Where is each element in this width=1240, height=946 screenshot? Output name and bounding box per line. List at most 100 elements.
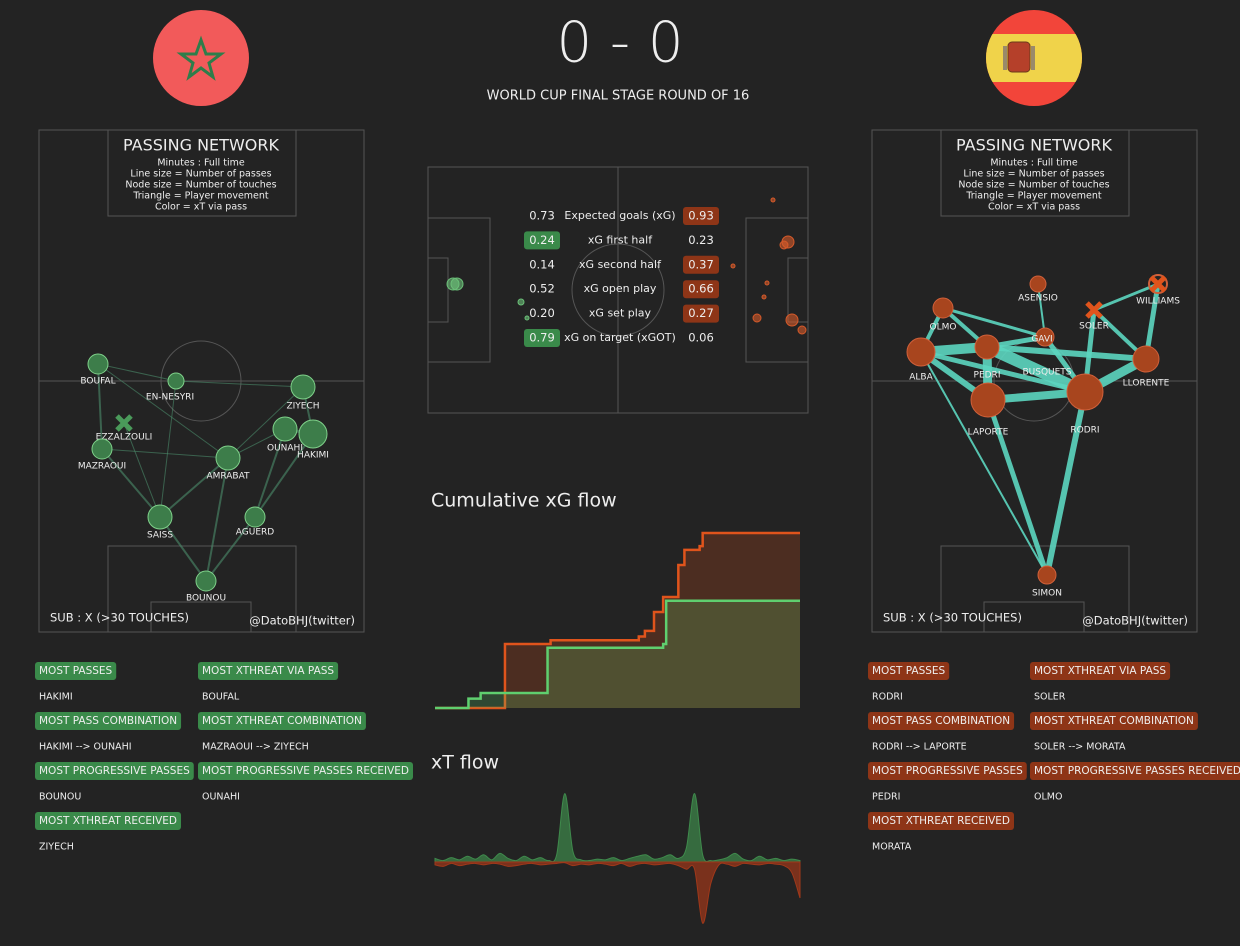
player-node: [290, 374, 316, 400]
player-node: [167, 372, 185, 390]
stat-value: 0.20: [529, 306, 555, 320]
shot-dot: [450, 277, 464, 291]
player-label: RODRI: [1070, 426, 1099, 436]
pass-edge: [159, 380, 177, 518]
award-label: MOST XTHREAT VIA PASS: [1034, 665, 1166, 677]
player-node: [974, 334, 1000, 360]
stat-value: 0.23: [688, 233, 714, 247]
player-node: [244, 506, 266, 528]
network-note: Node size = Number of touches: [958, 180, 1109, 191]
award-label: MOST XTHREAT COMBINATION: [202, 715, 362, 727]
xg-flow-title: Cumulative xG flow: [431, 490, 617, 512]
pitch-line: [160, 340, 242, 422]
player-label: SIMON: [1032, 589, 1062, 599]
player-label: ASENSIO: [1018, 294, 1058, 304]
stat-value: 0.79: [529, 331, 555, 345]
stat-highlight: [683, 304, 719, 323]
stat-label: xG open play: [584, 282, 657, 295]
pass-edge: [205, 457, 229, 582]
pitch-line: [150, 601, 252, 633]
network-note: Minutes : Full time: [157, 158, 245, 169]
network-note: Node size = Number of touches: [125, 180, 276, 191]
shot-dot: [797, 325, 807, 335]
award-label: MOST PROGRESSIVE PASSES RECEIVED: [1034, 765, 1240, 777]
player-node: [906, 337, 936, 367]
pass-edge: [1044, 391, 1088, 576]
xt-area: [434, 793, 801, 863]
xg-line: [435, 599, 800, 710]
player-label: ZIYECH: [286, 402, 319, 412]
award-badge: [868, 762, 1027, 780]
credit: @DatoBHJ(twitter): [1082, 614, 1188, 628]
player-label: OLMO: [930, 323, 957, 333]
pass-edge: [227, 386, 304, 459]
pass-edge: [97, 363, 103, 450]
player-node: [1037, 565, 1057, 585]
pass-edge: [123, 422, 161, 518]
award-value: BOUNOU: [39, 792, 81, 803]
award-badge: [35, 712, 182, 730]
shot-dot: [752, 313, 762, 323]
award-value: MORATA: [872, 842, 912, 853]
xt-area: [434, 861, 801, 924]
player-label: BUSQUETS: [1022, 368, 1071, 378]
player-cross: [1085, 301, 1103, 319]
award-label: MOST PASSES: [872, 665, 946, 677]
network-note: Color = xT via pass: [155, 202, 247, 213]
player-node: [1148, 274, 1168, 294]
award-value: HAKIMI --> OUNAHI: [39, 742, 132, 753]
award-badge: [35, 812, 182, 830]
player-node: [195, 570, 217, 592]
xg-pitch: [427, 166, 809, 414]
pass-edge: [942, 306, 1046, 339]
player-node: [1029, 275, 1047, 293]
award-value: MAZRAOUI --> ZIYECH: [202, 742, 309, 753]
award-value: SOLER: [1034, 692, 1066, 703]
shot-dot: [761, 294, 767, 300]
network-title: PASSING NETWORK: [956, 136, 1112, 155]
player-node: [147, 504, 173, 530]
pass-edge: [159, 457, 229, 518]
network-note: Triangle = Player movement: [965, 191, 1102, 202]
award-badge: [868, 712, 1015, 730]
award-value: RODRI: [872, 692, 903, 703]
network-note: Minutes : Full time: [990, 158, 1078, 169]
player-label: AMRABAT: [206, 472, 250, 482]
score: 0 - 0: [556, 10, 683, 75]
award-value: OUNAHI: [202, 792, 240, 803]
stat-label: xG set play: [589, 307, 652, 320]
credit: @DatoBHJ(twitter): [249, 614, 355, 628]
pitch-line: [107, 129, 297, 217]
stat-value: 0.73: [529, 209, 555, 223]
pitch-line: [940, 129, 1130, 217]
stat-label: xG second half: [579, 258, 662, 271]
stat-label: xG first half: [588, 233, 653, 246]
stat-label: Expected goals (xG): [564, 209, 675, 222]
award-value: SOLER --> MORATA: [1034, 742, 1126, 753]
stat-label: xG on target (xGOT): [564, 331, 676, 344]
award-badge: [868, 812, 1015, 830]
stat-value: 0.52: [529, 282, 555, 296]
pass-edge: [985, 399, 1050, 576]
player-label: ALBA: [909, 373, 933, 383]
player-node: [87, 353, 109, 375]
pass-edge: [159, 516, 207, 582]
pass-edge: [920, 349, 1086, 395]
player-label: LAPORTE: [968, 428, 1009, 438]
award-badge: [198, 762, 413, 780]
award-label: MOST PROGRESSIVE PASSES: [39, 765, 190, 777]
pass-edge: [254, 433, 314, 518]
player-node: [932, 297, 954, 319]
shot-dot: [779, 240, 789, 250]
stat-value: 0.27: [688, 306, 714, 320]
pass-edge: [986, 344, 1147, 362]
award-badge: [1030, 712, 1198, 730]
spain-flag: [986, 10, 1082, 106]
award-label: MOST PASS COMBINATION: [39, 715, 177, 727]
stat-value: 0.66: [688, 282, 714, 296]
stat-highlight: [683, 207, 719, 225]
stat-highlight: [524, 231, 560, 250]
award-label: MOST XTHREAT COMBINATION: [1034, 715, 1194, 727]
